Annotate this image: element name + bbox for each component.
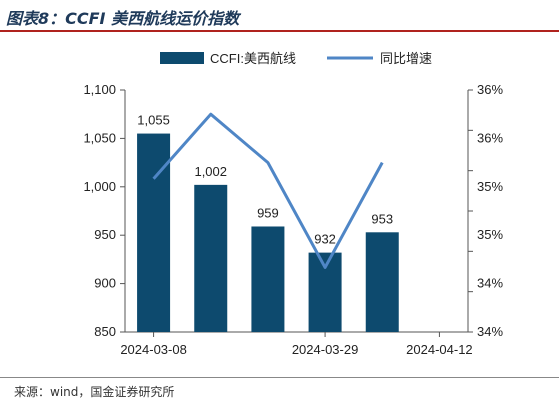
- x-tick-label: 2024-03-29: [292, 342, 359, 357]
- legend-label-bar: CCFI:美西航线: [210, 51, 296, 66]
- y-right-tick-label: 36%: [477, 82, 503, 97]
- y-right-tick-label: 35%: [477, 227, 503, 242]
- y-right-tick-label: 35%: [477, 179, 503, 194]
- title-divider: [0, 30, 559, 32]
- legend-swatch-bar: [160, 52, 204, 64]
- bar-value-label: 1,002: [194, 164, 227, 179]
- source-note: 来源：wind，国金证券研究所: [14, 385, 175, 399]
- source-divider: [0, 377, 559, 378]
- x-tick-label: 2024-04-12: [406, 342, 473, 357]
- y-right-tick-label: 36%: [477, 130, 503, 145]
- y-left-tick-label: 1,000: [83, 179, 116, 194]
- line-series: [152, 112, 384, 269]
- y-left-tick-label: 950: [94, 227, 116, 242]
- bar: [251, 226, 285, 332]
- y-left-tick-label: 850: [94, 324, 116, 339]
- y-left-tick-label: 1,100: [83, 82, 116, 97]
- bar: [194, 184, 228, 332]
- bar-value-label: 1,055: [137, 113, 170, 128]
- chart-area: CCFI:美西航线 同比增速 850 900 950 1,000 1,050 1,100 34%…: [83, 51, 503, 357]
- y-left-tick-label: 900: [94, 276, 116, 291]
- x-tick-label: 2024-03-08: [120, 342, 187, 357]
- bar-value-label: 953: [371, 211, 393, 226]
- y-left-tick-label: 1,050: [83, 130, 116, 145]
- bar-value-label: 959: [257, 205, 279, 220]
- legend-label-line: 同比增速: [380, 51, 432, 66]
- bar-value-label: 932: [314, 232, 336, 247]
- chart-title: 图表8：CCFI 美西航线运价指数: [6, 9, 240, 28]
- bar: [137, 133, 171, 332]
- bar: [365, 232, 399, 332]
- y-right-tick-label: 34%: [477, 324, 503, 339]
- y-right-tick-label: 34%: [477, 276, 503, 291]
